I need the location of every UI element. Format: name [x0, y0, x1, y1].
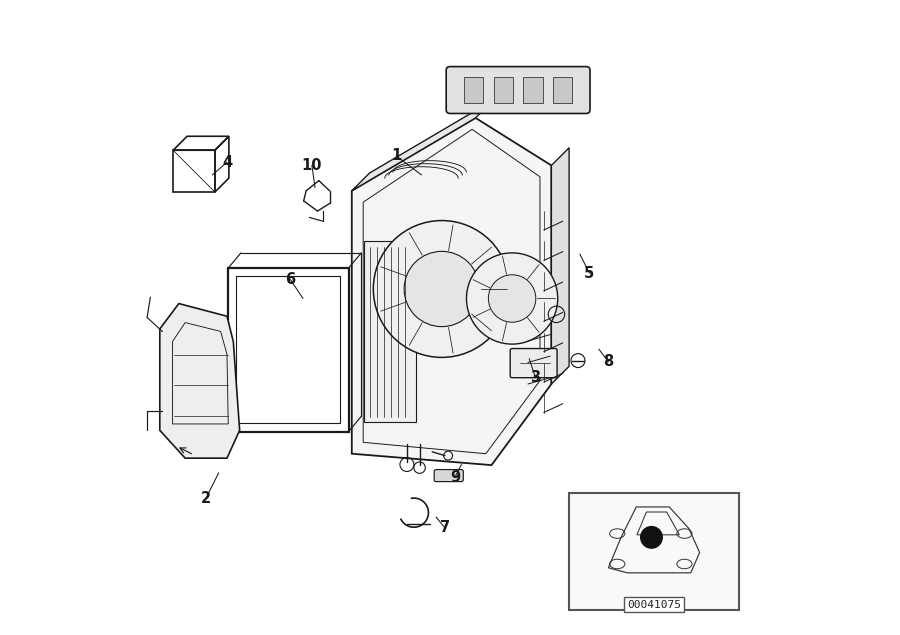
Bar	[229, 268, 348, 432]
Text: 8: 8	[603, 354, 614, 370]
FancyBboxPatch shape	[434, 469, 464, 481]
FancyBboxPatch shape	[510, 349, 557, 378]
Text: 9: 9	[450, 470, 460, 485]
Bar	[237, 276, 340, 424]
Bar	[494, 77, 513, 104]
Circle shape	[466, 253, 558, 344]
Circle shape	[374, 220, 510, 358]
Bar	[173, 150, 215, 192]
Circle shape	[404, 251, 480, 326]
Text: 00041075: 00041075	[627, 599, 681, 610]
Bar	[554, 77, 572, 104]
Text: 1: 1	[391, 149, 401, 163]
Bar	[364, 241, 417, 422]
Text: 2: 2	[201, 491, 212, 505]
Polygon shape	[160, 304, 239, 458]
Bar	[524, 77, 543, 104]
Text: 10: 10	[302, 158, 322, 173]
Circle shape	[489, 275, 536, 322]
Circle shape	[641, 526, 662, 548]
FancyBboxPatch shape	[446, 67, 590, 114]
Text: 5: 5	[584, 265, 595, 281]
Text: 6: 6	[285, 272, 295, 287]
Polygon shape	[552, 148, 569, 384]
Bar	[464, 77, 483, 104]
Text: 7: 7	[440, 520, 450, 535]
Polygon shape	[352, 100, 493, 190]
Text: 4: 4	[222, 155, 232, 170]
Bar	[569, 493, 739, 610]
Polygon shape	[352, 118, 552, 465]
Text: 3: 3	[530, 370, 541, 385]
